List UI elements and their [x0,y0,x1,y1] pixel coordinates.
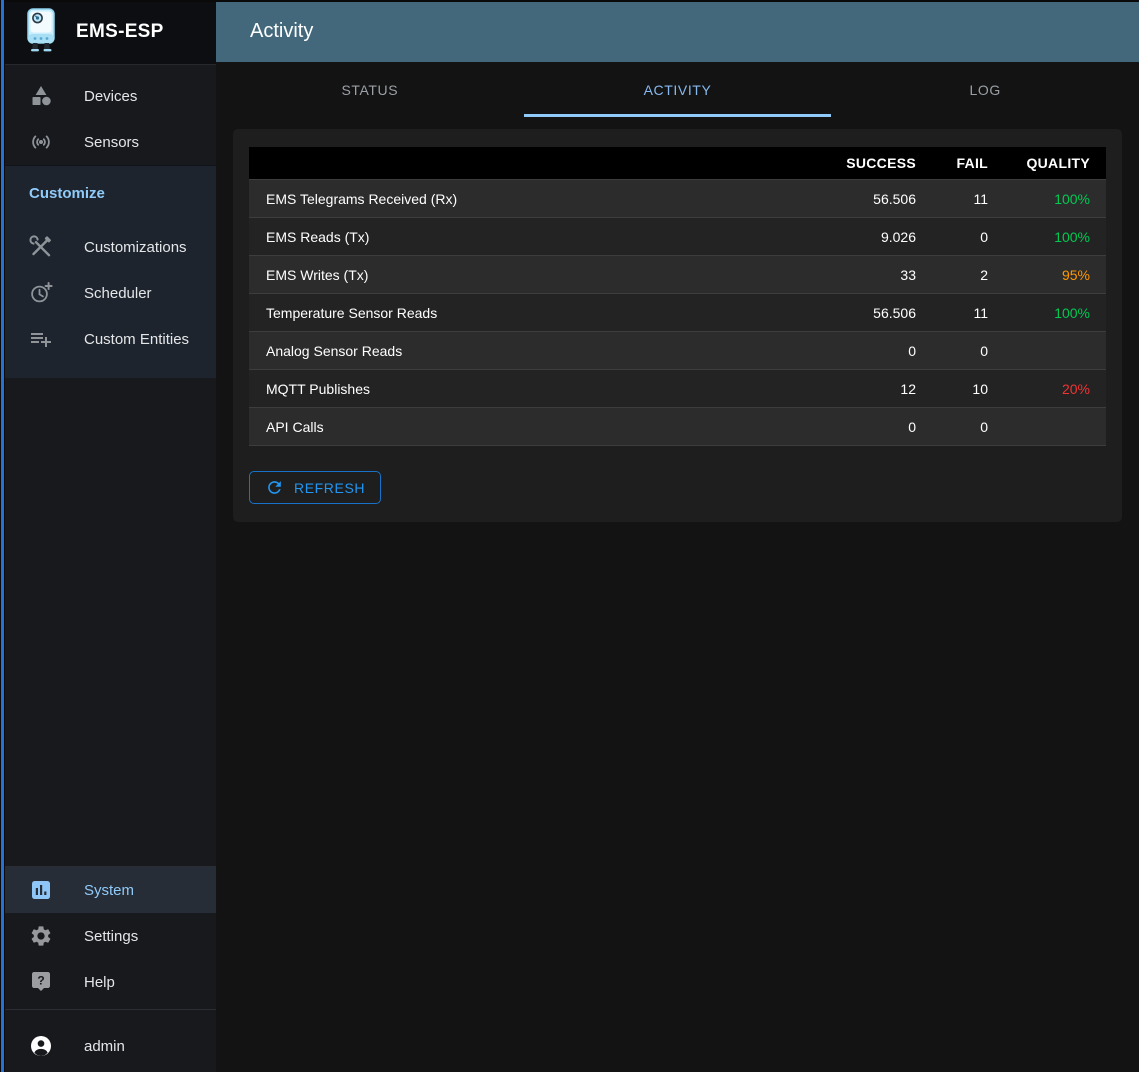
metric-success: 9.026 [880,228,916,245]
metric-fail: 10 [972,380,988,397]
sidebar-item-devices[interactable]: Devices [5,73,216,119]
gear-icon [29,924,53,948]
metric-name: EMS Writes (Tx) [266,266,369,283]
sidebar-item-label: Customizations [84,238,187,256]
user-block: admin [5,1010,216,1072]
metric-fail: 0 [980,418,988,435]
sidebar-item-custom-entities[interactable]: Custom Entities [5,316,216,362]
metric-fail: 11 [973,304,988,321]
table-row: EMS Writes (Tx) 33 2 95% [249,256,1106,294]
sidebar-item-label: Custom Entities [84,330,190,348]
left-scroll-edge [0,0,5,1072]
sidebar: EMS-ESP Devices [5,0,216,1072]
sidebar-item-settings[interactable]: Settings [5,913,216,959]
sidebar-item-label: Help [84,973,115,991]
clock-plus-icon [29,281,53,305]
sidebar-item-scheduler[interactable]: Scheduler [5,270,216,316]
metric-fail: 2 [980,266,988,283]
metric-quality: 100% [1054,190,1090,207]
sidebar-nav-top: Devices Sensors [5,65,216,165]
metric-name: MQTT Publishes [266,380,370,397]
table-row: MQTT Publishes 12 10 20% [249,370,1106,408]
metric-success: 0 [908,418,916,435]
sidebar-divider [5,866,216,867]
sidebar-item-system[interactable]: System [5,867,216,913]
metric-quality: 100% [1054,228,1090,245]
metric-fail: 11 [973,190,988,207]
boiler-logo-icon [21,7,61,58]
refresh-button[interactable]: REFRESH [249,471,382,504]
page-title: Activity [250,19,314,42]
analytics-icon [29,878,53,902]
header-fail: FAIL [956,155,988,171]
table-row: API Calls 0 0 [249,408,1106,446]
metric-name: API Calls [266,418,324,435]
table-header-row: SUCCESS FAIL QUALITY [249,147,1106,180]
sidebar-item-customizations[interactable]: Customizations [5,224,216,270]
customize-section: Customize Customizations [5,165,216,378]
metric-quality: 100% [1054,304,1090,321]
main-area: Activity STATUS ACTIVITY LOG SUCCESS FAI… [216,0,1139,1072]
metric-success: 12 [900,380,916,397]
left-accent-line [1,0,4,1072]
table-row: EMS Telegrams Received (Rx) 56.506 11 10… [249,180,1106,218]
sidebar-item-label: System [84,881,135,899]
metric-quality: 95% [1061,266,1090,283]
sidebar-item-sensors[interactable]: Sensors [5,119,216,165]
appbar: Activity [216,0,1139,62]
activity-table: SUCCESS FAIL QUALITY EMS Telegrams Recei… [249,147,1106,446]
metric-name: EMS Telegrams Received (Rx) [266,190,458,207]
tab-log[interactable]: LOG [969,81,1001,98]
tab-activity[interactable]: ACTIVITY [523,62,832,117]
brand-title: EMS-ESP [76,21,164,42]
header-success: SUCCESS [846,155,916,171]
metric-fail: 0 [980,342,988,359]
metric-name: Analog Sensor Reads [266,342,403,359]
playlist-add-icon [29,327,53,351]
sidebar-item-admin-user[interactable]: admin [5,1023,216,1069]
metric-name: Temperature Sensor Reads [266,304,438,321]
table-row: Temperature Sensor Reads 56.506 11 100% [249,294,1106,332]
sidebar-divider [5,1009,216,1010]
devices-category-icon [29,84,53,108]
table-row: EMS Reads (Tx) 9.026 0 100% [249,218,1106,256]
sidebar-item-label: Sensors [84,133,140,151]
svg-text:?: ? [37,974,44,988]
activity-card: SUCCESS FAIL QUALITY EMS Telegrams Recei… [233,129,1122,522]
metric-fail: 0 [980,228,988,245]
username-label: admin [84,1037,125,1055]
metric-success: 0 [908,342,916,359]
sidebar-item-label: Devices [84,87,138,105]
metric-success: 56.506 [873,304,916,321]
sidebar-nav-bottom: System Settings ? Help [5,867,216,1005]
sensors-icon [29,130,53,154]
metric-success: 33 [900,266,916,283]
customize-section-header: Customize [29,185,105,202]
header-quality: QUALITY [1026,155,1090,171]
tab-bar: STATUS ACTIVITY LOG [216,62,1139,117]
tab-status[interactable]: STATUS [341,81,399,98]
table-row: Analog Sensor Reads 0 0 [249,332,1106,370]
help-bubble-icon: ? [29,970,53,994]
window-top-border [0,0,1139,2]
refresh-icon [265,478,284,497]
account-circle-icon [29,1034,53,1058]
sidebar-item-label: Scheduler [84,284,152,302]
sidebar-item-label: Settings [84,927,139,945]
metric-quality: 20% [1061,380,1090,397]
sidebar-item-help[interactable]: ? Help [5,959,216,1005]
construction-tools-icon [29,235,53,259]
metric-name: EMS Reads (Tx) [266,228,370,245]
sidebar-header: EMS-ESP [5,0,216,65]
metric-success: 56.506 [873,190,916,207]
refresh-button-label: REFRESH [294,479,366,496]
